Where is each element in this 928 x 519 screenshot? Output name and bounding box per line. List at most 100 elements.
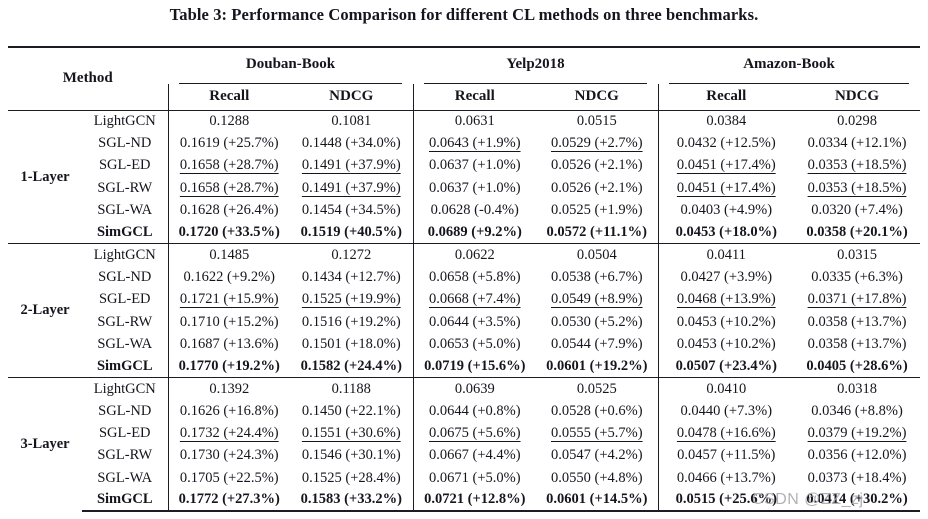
metric-value: 0.1491 (+37.9%) xyxy=(301,179,401,196)
metric-cell: 0.1525 (+28.4%) xyxy=(290,467,413,489)
metric-value: 0.0315 xyxy=(837,246,877,263)
metric-value: 0.1525 (+28.4%) xyxy=(301,469,401,486)
metric-cell: 0.1448 (+34.0%) xyxy=(290,132,413,154)
metric-cell: 0.1081 xyxy=(290,109,414,133)
table-row: SGL-RW 0.1658 (+28.7%) 0.1491 (+37.9%) 0.06… xyxy=(8,176,920,200)
metric-value: 0.0671 (+5.0%) xyxy=(428,469,521,486)
metric-cell: 0.0403 (+4.9%) xyxy=(657,199,795,222)
metric-cell: 0.0515 (+25.6%) xyxy=(657,489,795,513)
method-name: SGL-RW xyxy=(97,313,153,330)
metric-value: 0.0466 (+13.7%) xyxy=(676,469,776,486)
metric-cell: 0.0530 (+5.2%) xyxy=(536,311,658,333)
metric-value: 0.1491 (+37.9%) xyxy=(301,157,401,174)
metric-value: 0.0555 (+5.7%) xyxy=(550,425,643,442)
metric-cell: 0.0453 (+18.0%) xyxy=(657,221,795,244)
metric-value: 0.0384 xyxy=(706,113,747,130)
metric-cell: 0.0515 xyxy=(536,109,659,133)
metric-cell: 0.1687 (+13.6%) xyxy=(167,332,290,356)
metric-value: 0.0572 (+11.1%) xyxy=(546,224,648,241)
metric-value: 0.1619 (+25.7%) xyxy=(179,135,279,152)
metric-cell: 0.1485 xyxy=(167,243,290,267)
metric-value: 0.1516 (+19.2%) xyxy=(301,313,401,330)
metric-cell: 0.1525 (+19.9%) xyxy=(290,288,413,310)
metric-value: 0.1501 (+18.0%) xyxy=(301,335,401,352)
table-row: SGL-ED 0.1658 (+28.7%) 0.1491 (+37.9%) 0.06… xyxy=(8,154,920,177)
table-row: SimGCL 0.1772 (+27.3%) 0.1583 (+33.2%) 0.07… xyxy=(8,489,921,513)
subheader-row: Recall NDCG Recall NDCG Recall NDCG xyxy=(8,84,921,111)
method-name: SGL-RW xyxy=(97,447,153,464)
metric-cell: 0.0507 (+23.4%) xyxy=(657,355,795,378)
section-1-layer: 1-Layer LightGCN 0.1288 0.1081 0.0631 0.0515 0… xyxy=(8,109,921,244)
metric-value: 0.1081 xyxy=(331,113,372,130)
metric-value: 0.1658 (+28.7%) xyxy=(179,157,279,174)
metric-cell: 0.0468 (+13.9%) xyxy=(657,288,795,311)
metric-cell: 0.1732 (+24.4%) xyxy=(167,422,290,445)
metric-cell: 0.1546 (+30.1%) xyxy=(290,444,413,466)
metric-cell: 0.0639 xyxy=(412,377,537,400)
metric-cell: 0.0358 (+20.1%) xyxy=(794,221,920,243)
metric-value: 0.1272 xyxy=(331,246,372,263)
group-label: Douban-Book xyxy=(245,55,336,72)
metric-value: 0.0334 (+12.1%) xyxy=(807,135,907,152)
metric-value: 0.0653 (+5.0%) xyxy=(428,335,521,352)
metric-value: 0.1188 xyxy=(331,380,371,397)
group-label: Amazon-Book xyxy=(743,55,835,72)
table-caption: Table 3: Performance Comparison for diff… xyxy=(169,5,759,24)
metric-cell: 0.1519 (+40.5%) xyxy=(290,221,413,243)
metric-cell: 0.0528 (+0.6%) xyxy=(536,400,658,422)
table-row: SGL-WA 0.1705 (+22.5%) 0.1525 (+28.4%) 0.06… xyxy=(8,466,920,490)
performance-table: Method Douban-Book Yelp2018 Amazon-Book … xyxy=(8,46,921,513)
group-rule xyxy=(179,83,403,84)
metric-value: 0.0346 (+8.8%) xyxy=(811,402,903,419)
metric-value: 0.0335 (+6.3%) xyxy=(811,268,903,285)
method-name: SimGCL xyxy=(96,224,153,241)
subheader-amazon-recall: Recall xyxy=(657,84,795,111)
metric-cell: 0.0356 (+12.0%) xyxy=(794,444,920,466)
metric-value: 0.0639 xyxy=(454,380,495,397)
group-header-amazon-book: Amazon-Book xyxy=(658,46,921,84)
metric-cell: 0.0668 (+7.4%) xyxy=(412,288,537,311)
metric-value: 0.1582 (+24.4%) xyxy=(300,357,402,374)
metric-cell: 0.0410 xyxy=(657,377,795,400)
method-name: SGL-WA xyxy=(97,469,153,486)
metric-cell: 0.0411 xyxy=(657,243,795,267)
metric-cell: 0.1491 (+37.9%) xyxy=(290,155,413,177)
metric-value: 0.0405 (+28.6%) xyxy=(806,357,908,374)
metric-value: 0.0371 (+17.8%) xyxy=(807,291,907,308)
metric-cell: 0.1583 (+33.2%) xyxy=(290,489,414,513)
metric-value: 0.0525 xyxy=(576,380,617,397)
table-row: SGL-RW 0.1710 (+15.2%) 0.1516 (+19.2%) 0.06… xyxy=(8,310,920,333)
method-name: LightGCN xyxy=(82,377,168,400)
metric-value: 0.0637 (+1.0%) xyxy=(428,157,521,174)
table-row: 1-Layer LightGCN 0.1288 0.1081 0.0631 0.0515 0… xyxy=(8,109,921,244)
table-row: SGL-ND 0.1619 (+25.7%) 0.1448 (+34.0%) 0.06… xyxy=(8,132,920,155)
metric-cell: 0.0453 (+10.2%) xyxy=(657,332,795,356)
metric-value: 0.1710 (+15.2%) xyxy=(179,313,279,330)
metric-cell: 0.1491 (+37.9%) xyxy=(290,177,413,199)
table-row: SGL-WA 0.1628 (+26.4%) 0.1454 (+34.5%) 0.06… xyxy=(8,199,920,222)
metric-cell: 0.0451 (+17.4%) xyxy=(657,176,795,200)
metric-cell: 0.1658 (+28.7%) xyxy=(167,176,290,200)
subheader-yelp-recall: Recall xyxy=(412,84,537,111)
metric-cell: 0.0544 (+7.9%) xyxy=(536,333,658,355)
metric-value: 0.0544 (+7.9%) xyxy=(550,335,643,352)
layer-label: 1-Layer xyxy=(8,109,82,244)
metric-value: 0.0658 (+5.8%) xyxy=(428,268,521,285)
metric-value: 0.1687 (+13.6%) xyxy=(179,335,279,352)
metric-value: 0.1546 (+30.1%) xyxy=(301,447,401,464)
method-name: SimGCL xyxy=(82,489,168,513)
metric-cell: 0.0631 xyxy=(412,109,537,133)
metric-cell: 0.0466 (+13.7%) xyxy=(657,466,795,490)
metric-cell: 0.0525 xyxy=(536,377,659,400)
metric-value: 0.0457 (+11.5%) xyxy=(677,447,776,464)
metric-cell: 0.0318 xyxy=(794,377,921,400)
table-row: 3-Layer LightGCN 0.1392 0.1188 0.0639 0.0525 0… xyxy=(8,377,921,512)
metric-cell: 0.0371 (+17.8%) xyxy=(794,288,920,310)
metric-cell: 0.1626 (+16.8%) xyxy=(167,399,290,423)
group-rule xyxy=(669,83,910,84)
metric-value: 0.1628 (+26.4%) xyxy=(179,202,279,219)
metric-cell: 0.0478 (+16.6%) xyxy=(657,422,795,445)
metric-value: 0.1732 (+24.4%) xyxy=(179,425,279,442)
metric-value: 0.0358 (+20.1%) xyxy=(806,224,908,241)
